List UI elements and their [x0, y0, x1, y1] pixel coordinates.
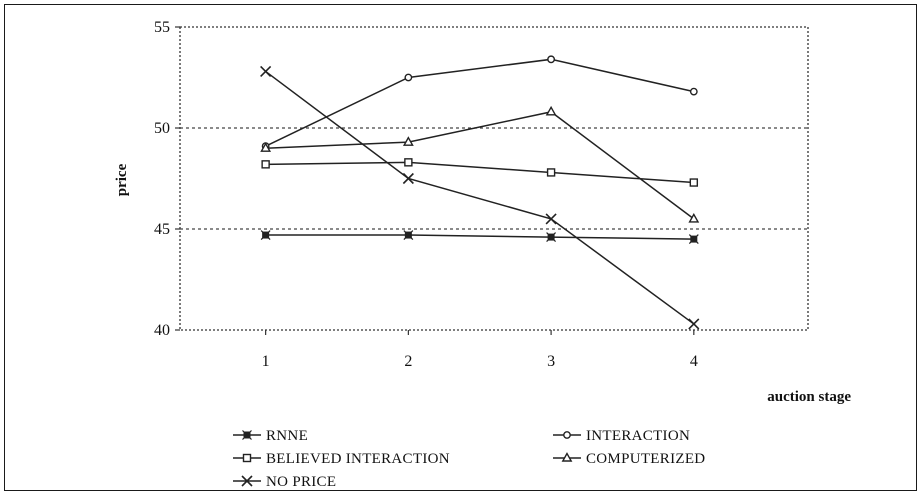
- legend-label: RNNE: [266, 428, 308, 444]
- x-tick-label: 1: [262, 353, 270, 370]
- data-point: [545, 105, 557, 116]
- series-line-believed-interaction: [265, 161, 694, 184]
- legend-marker: [563, 431, 571, 439]
- legend-label: BELIEVED INTERACTION: [266, 451, 450, 467]
- x-tick-labels: 1 2 3 4: [262, 330, 698, 370]
- y-tick-label: 45: [154, 221, 170, 238]
- series-line-rnne: [265, 234, 694, 240]
- x-tick-label: 3: [547, 353, 555, 370]
- x-tick-label: 2: [404, 353, 412, 370]
- data-point: [260, 142, 272, 152]
- series-computerized: [260, 105, 700, 223]
- plot-area: [179, 26, 809, 331]
- data-point: [403, 230, 414, 240]
- series-rnne: [260, 230, 699, 245]
- data-point: [260, 230, 271, 240]
- data-point: [404, 73, 413, 82]
- series-line-computerized: [265, 111, 695, 220]
- series-interaction: [261, 55, 698, 151]
- legend-label: INTERACTION: [586, 428, 690, 444]
- data-point: [689, 178, 699, 187]
- y-tick-labels: 40 45 50 55: [154, 19, 180, 339]
- legend-label: NO PRICE: [266, 474, 336, 490]
- data-point: [402, 172, 414, 185]
- data-point: [404, 158, 413, 167]
- legend-item: INTERACTION: [553, 428, 690, 444]
- y-axis-label: price: [114, 163, 130, 196]
- gridlines: [180, 127, 808, 230]
- legend-label: COMPUTERIZED: [586, 451, 705, 467]
- legend-marker: [561, 452, 573, 462]
- legend-item: BELIEVED INTERACTION: [233, 451, 450, 467]
- y-tick-label: 40: [154, 322, 170, 339]
- legend: RNNE INTERACTION BELIEVED INTERACTION COMPU…: [233, 428, 705, 490]
- data-point: [261, 160, 270, 169]
- data-point: [688, 234, 699, 245]
- legend-item: RNNE: [233, 428, 308, 444]
- data-point: [545, 213, 557, 225]
- data-point: [402, 136, 414, 146]
- legend-item: NO PRICE: [233, 474, 336, 490]
- series-line-interaction: [265, 58, 694, 147]
- y-tick-label: 55: [154, 19, 170, 36]
- legend-marker: [242, 430, 252, 440]
- data-point: [688, 212, 700, 223]
- legend-marker: [242, 453, 252, 463]
- legend-marker: [241, 475, 253, 487]
- series-line-no-price: [265, 70, 695, 325]
- figure-frame: [4, 4, 917, 491]
- x-axis-label: auction stage: [767, 389, 851, 405]
- y-tick-label: 50: [154, 120, 170, 137]
- data-point: [260, 65, 272, 78]
- legend-item: COMPUTERIZED: [553, 451, 705, 467]
- data-point: [688, 318, 700, 330]
- data-point: [689, 87, 698, 96]
- series-no-price: [260, 65, 700, 330]
- series-believed-interaction: [261, 158, 699, 187]
- series-lines: [260, 55, 700, 330]
- x-tick-label: 4: [690, 353, 698, 370]
- data-point: [546, 168, 556, 177]
- data-point: [547, 55, 555, 64]
- data-point: [546, 232, 557, 243]
